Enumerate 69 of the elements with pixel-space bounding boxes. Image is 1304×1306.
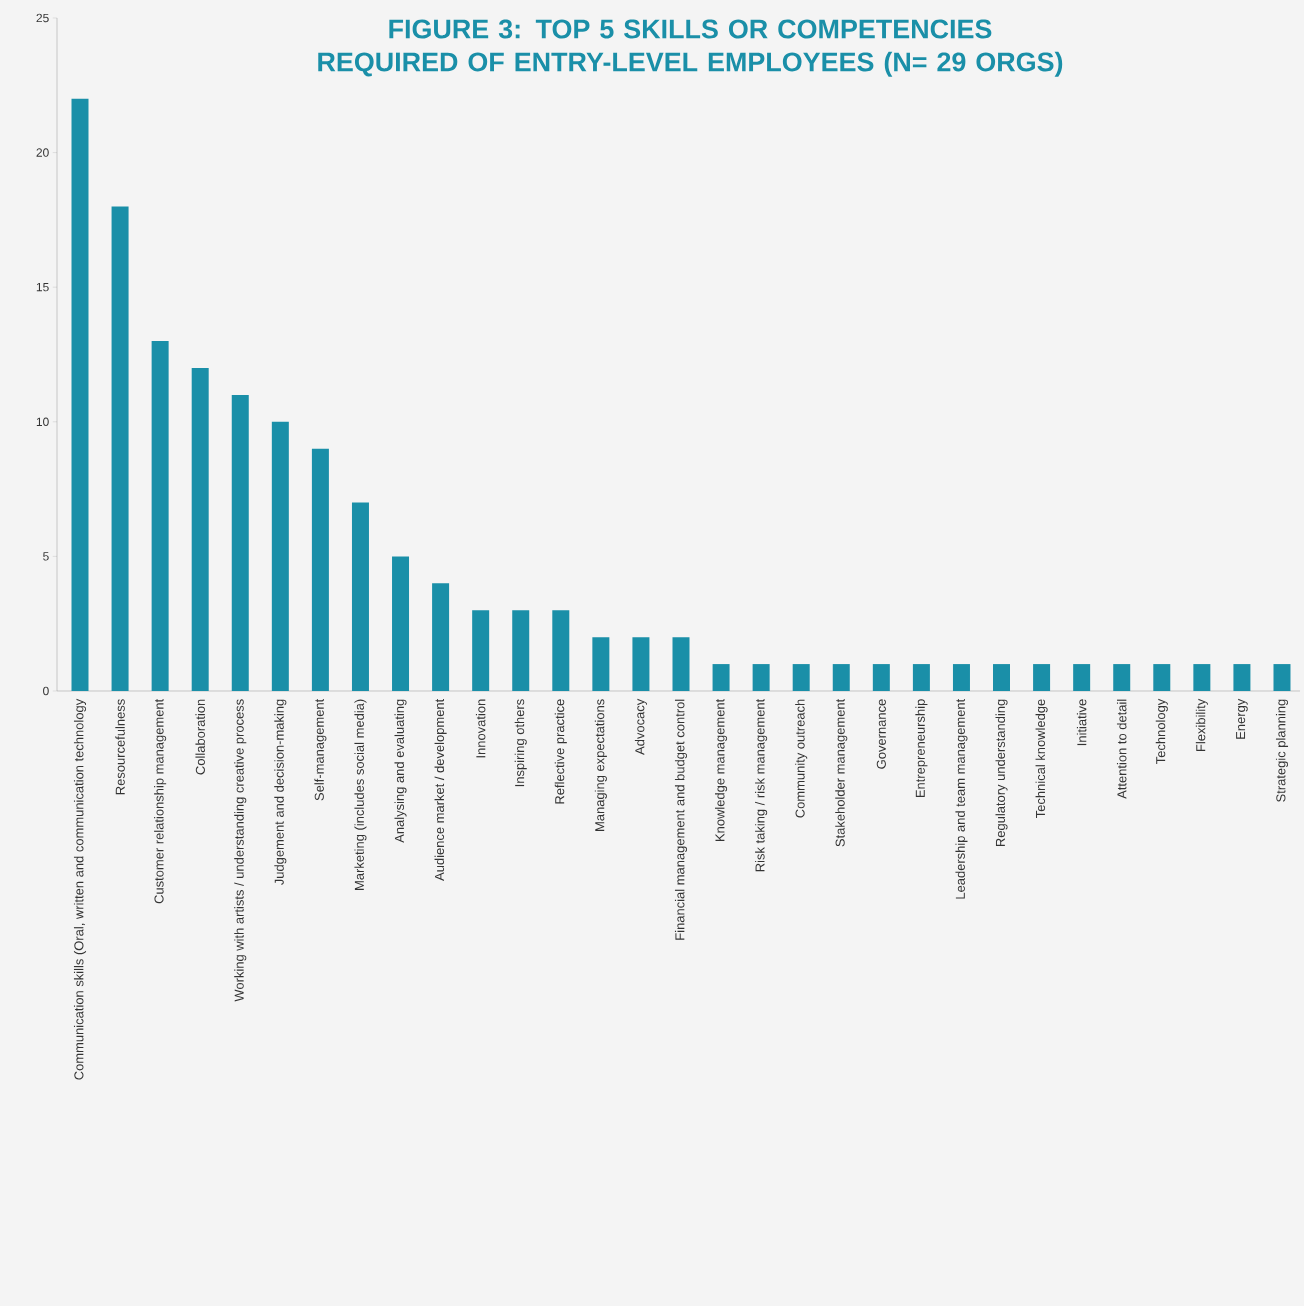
x-tick-label: Advocacy bbox=[634, 698, 647, 755]
bar bbox=[872, 664, 890, 691]
x-tick-label: Initiative bbox=[1076, 699, 1087, 746]
text: FIGURE 3: TOP 5 SKILLS OR COMPETENCIES REQUIRED OF ENTRY-LEVEL EMPLOYEES (N= 29 ORGS) bbox=[318, 19, 1063, 77]
bar bbox=[552, 610, 570, 691]
bar bbox=[1113, 664, 1131, 691]
bar bbox=[952, 664, 970, 691]
bar bbox=[111, 206, 129, 691]
bar bbox=[512, 610, 530, 691]
bar bbox=[1193, 664, 1211, 691]
x-tick-label: Reflective practice bbox=[554, 699, 567, 804]
bar bbox=[392, 556, 410, 691]
bar bbox=[1153, 664, 1171, 691]
bar bbox=[672, 637, 690, 691]
bar bbox=[752, 664, 770, 691]
x-tick-label: Technology bbox=[1155, 698, 1168, 764]
x-tick-label: Self-management bbox=[314, 698, 327, 801]
x-tick-label: Audience market / development bbox=[434, 698, 447, 881]
x-tick-label: Resourcefulness bbox=[115, 699, 125, 795]
x-tick-label: Managing expectations bbox=[594, 699, 607, 831]
y-tick-label: 15 bbox=[36, 283, 49, 292]
bar bbox=[191, 367, 209, 691]
x-tick-label: Entrepreneurship bbox=[915, 699, 928, 798]
bar bbox=[432, 583, 450, 691]
bar bbox=[912, 664, 930, 691]
x-tick-label: Judgement and decision-making bbox=[274, 699, 287, 886]
x-tick-label: Financial management and budget control bbox=[674, 699, 688, 940]
x-tick-label: Governance bbox=[876, 699, 886, 769]
y-tick-label: 5 bbox=[43, 552, 49, 561]
y-tick-label: 10 bbox=[36, 417, 49, 427]
bar bbox=[1273, 664, 1291, 691]
bar bbox=[271, 421, 289, 691]
x-tick-label: Collaboration bbox=[195, 699, 205, 775]
x-tick-label: Knowledge management bbox=[715, 698, 728, 841]
bar bbox=[231, 394, 249, 691]
x-tick-label: Risk taking / risk management bbox=[755, 698, 768, 872]
x-tick-label: Customer relationship management bbox=[154, 698, 167, 904]
x-tick-label: Flexibility bbox=[1195, 698, 1208, 751]
y-tick-label: 0 bbox=[43, 686, 49, 696]
bar bbox=[993, 664, 1011, 691]
x-tick-label: Stakeholder management bbox=[835, 698, 848, 847]
x-tick-label: Inspiring others bbox=[514, 699, 527, 787]
bar bbox=[151, 341, 169, 691]
x-tick-label: Leadership and team management bbox=[955, 698, 968, 899]
x-tick-label: Strategic planning bbox=[1275, 699, 1289, 802]
bar bbox=[792, 664, 810, 691]
bar bbox=[712, 664, 730, 691]
x-tick-label: Communication skills (Oral, written and communication technology bbox=[73, 698, 87, 1080]
bar bbox=[632, 637, 650, 691]
x-tick-label: Energy bbox=[1236, 698, 1248, 739]
bar bbox=[1033, 664, 1051, 691]
bar bbox=[311, 448, 329, 691]
y-tick-label: 20 bbox=[36, 148, 49, 157]
x-tick-label: Community outreach bbox=[795, 699, 808, 818]
x-tick-label: Working with artists / understanding creative process bbox=[234, 699, 247, 1002]
bar bbox=[351, 502, 369, 691]
bar bbox=[71, 98, 89, 691]
x-tick-label: Regulatory understanding bbox=[995, 699, 1008, 847]
bar bbox=[472, 610, 490, 691]
x-tick-label: Technical knowledge bbox=[1035, 699, 1048, 818]
bar bbox=[1233, 664, 1251, 691]
bar bbox=[832, 664, 850, 691]
x-tick-label: Innovation bbox=[475, 699, 486, 758]
x-tick-label: Analysing and evaluating bbox=[394, 699, 407, 843]
y-tick-label: 25 bbox=[36, 13, 49, 23]
x-tick-label: Marketing (includes social media) bbox=[354, 699, 367, 890]
x-tick-label: Attention to detail bbox=[1116, 699, 1127, 799]
bar bbox=[592, 637, 610, 691]
bar bbox=[1073, 664, 1091, 691]
